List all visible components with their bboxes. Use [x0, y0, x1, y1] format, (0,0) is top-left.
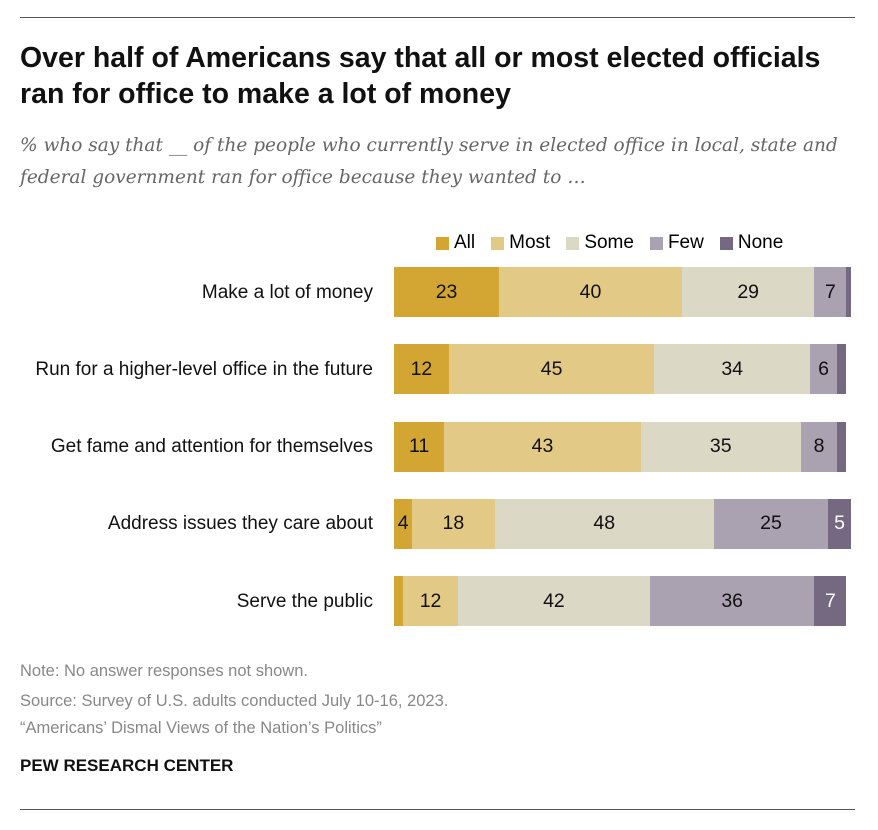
legend-swatch: [566, 236, 580, 250]
bar-segment-none: 7: [814, 576, 847, 627]
data-label: 45: [540, 357, 563, 380]
data-label: 34: [721, 357, 744, 380]
legend: All Most Some Few None: [436, 232, 799, 254]
bar-segment-all: 23: [394, 267, 500, 317]
bar-segment-all: 12: [394, 344, 449, 395]
category-label: Address issues they care about: [107, 513, 373, 535]
bar-segment-none: 5: [828, 498, 851, 549]
bar-segment-some: 29: [681, 267, 815, 317]
data-label: 40: [579, 280, 602, 303]
bar-segment-none: [846, 267, 851, 317]
data-label: 23: [435, 280, 458, 303]
data-label: 43: [531, 435, 554, 458]
data-label: 11: [409, 435, 430, 458]
legend-swatch: [719, 236, 733, 250]
bar-segment-most: 18: [412, 498, 495, 549]
data-label: 8: [813, 435, 825, 458]
legend-label: Few: [667, 232, 704, 253]
bar-segment-none: [837, 421, 847, 472]
bar-segment-some: 34: [654, 344, 810, 395]
bar-segment-few: 6: [809, 344, 838, 395]
legend-label: Some: [584, 232, 634, 253]
data-label: 25: [760, 512, 782, 535]
data-label: 5: [834, 512, 845, 535]
report-title: “Americans’ Dismal Views of the Nation’s…: [20, 719, 382, 737]
bar-segment-some: 42: [457, 576, 650, 627]
data-label: 18: [442, 512, 465, 535]
note: Note: No answer responses not shown.: [20, 662, 308, 680]
data-label: 36: [721, 589, 744, 612]
data-label: 12: [419, 589, 442, 612]
category-label: Serve the public: [236, 590, 373, 612]
data-label: 6: [818, 357, 829, 380]
legend-item-some: Some: [566, 232, 634, 254]
chart-title: Over half of Americans say that all or m…: [20, 42, 821, 110]
bar-segment-few: 36: [649, 576, 815, 627]
category-label: Run for a higher-level office in the fut…: [35, 358, 373, 380]
chart-subtitle: % who say that __ of the people who curr…: [20, 135, 838, 188]
bar-segment-few: 25: [713, 498, 829, 549]
bar-segment-all: 4: [394, 498, 413, 549]
data-label: 35: [709, 435, 732, 458]
bar-segment-some: 48: [494, 498, 714, 549]
bar-segment-few: 8: [800, 421, 838, 472]
bar-segment-none: [837, 344, 847, 395]
data-label: 7: [825, 589, 836, 612]
bar-segment-most: 12: [403, 576, 458, 627]
category-label: Make a lot of money: [201, 281, 373, 303]
bar-segment-most: 40: [499, 267, 682, 317]
legend-item-few: Few: [649, 232, 704, 254]
bar-segment-few: 7: [814, 267, 847, 317]
legend-label: None: [737, 232, 784, 253]
bar-segment-all: [394, 576, 404, 627]
legend-label: All: [454, 232, 476, 253]
brand-logo-text: PEW RESEARCH CENTER: [20, 756, 234, 775]
legend-swatch: [649, 236, 663, 250]
data-label: 42: [543, 589, 565, 612]
legend-swatch: [436, 236, 449, 250]
legend-label: Most: [509, 232, 551, 253]
bar-segment-most: 45: [448, 344, 655, 395]
bar-segment-some: 35: [640, 421, 801, 472]
legend-item-none: None: [719, 232, 784, 254]
data-label: 7: [825, 280, 836, 303]
legend-swatch: [491, 236, 505, 250]
source: Source: Survey of U.S. adults conducted …: [20, 692, 449, 710]
data-label: 48: [593, 512, 616, 535]
legend-item-all: All: [436, 232, 475, 254]
legend-item-most: Most: [491, 232, 550, 254]
bar-segment-all: 11: [394, 421, 445, 472]
bar-segment-most: 43: [444, 421, 641, 472]
category-label: Get fame and attention for themselves: [50, 436, 373, 458]
top-rule: [20, 17, 855, 18]
bottom-rule: [20, 809, 855, 810]
data-label: 12: [410, 357, 433, 380]
data-label: 4: [397, 512, 409, 535]
data-label: 29: [737, 280, 760, 303]
